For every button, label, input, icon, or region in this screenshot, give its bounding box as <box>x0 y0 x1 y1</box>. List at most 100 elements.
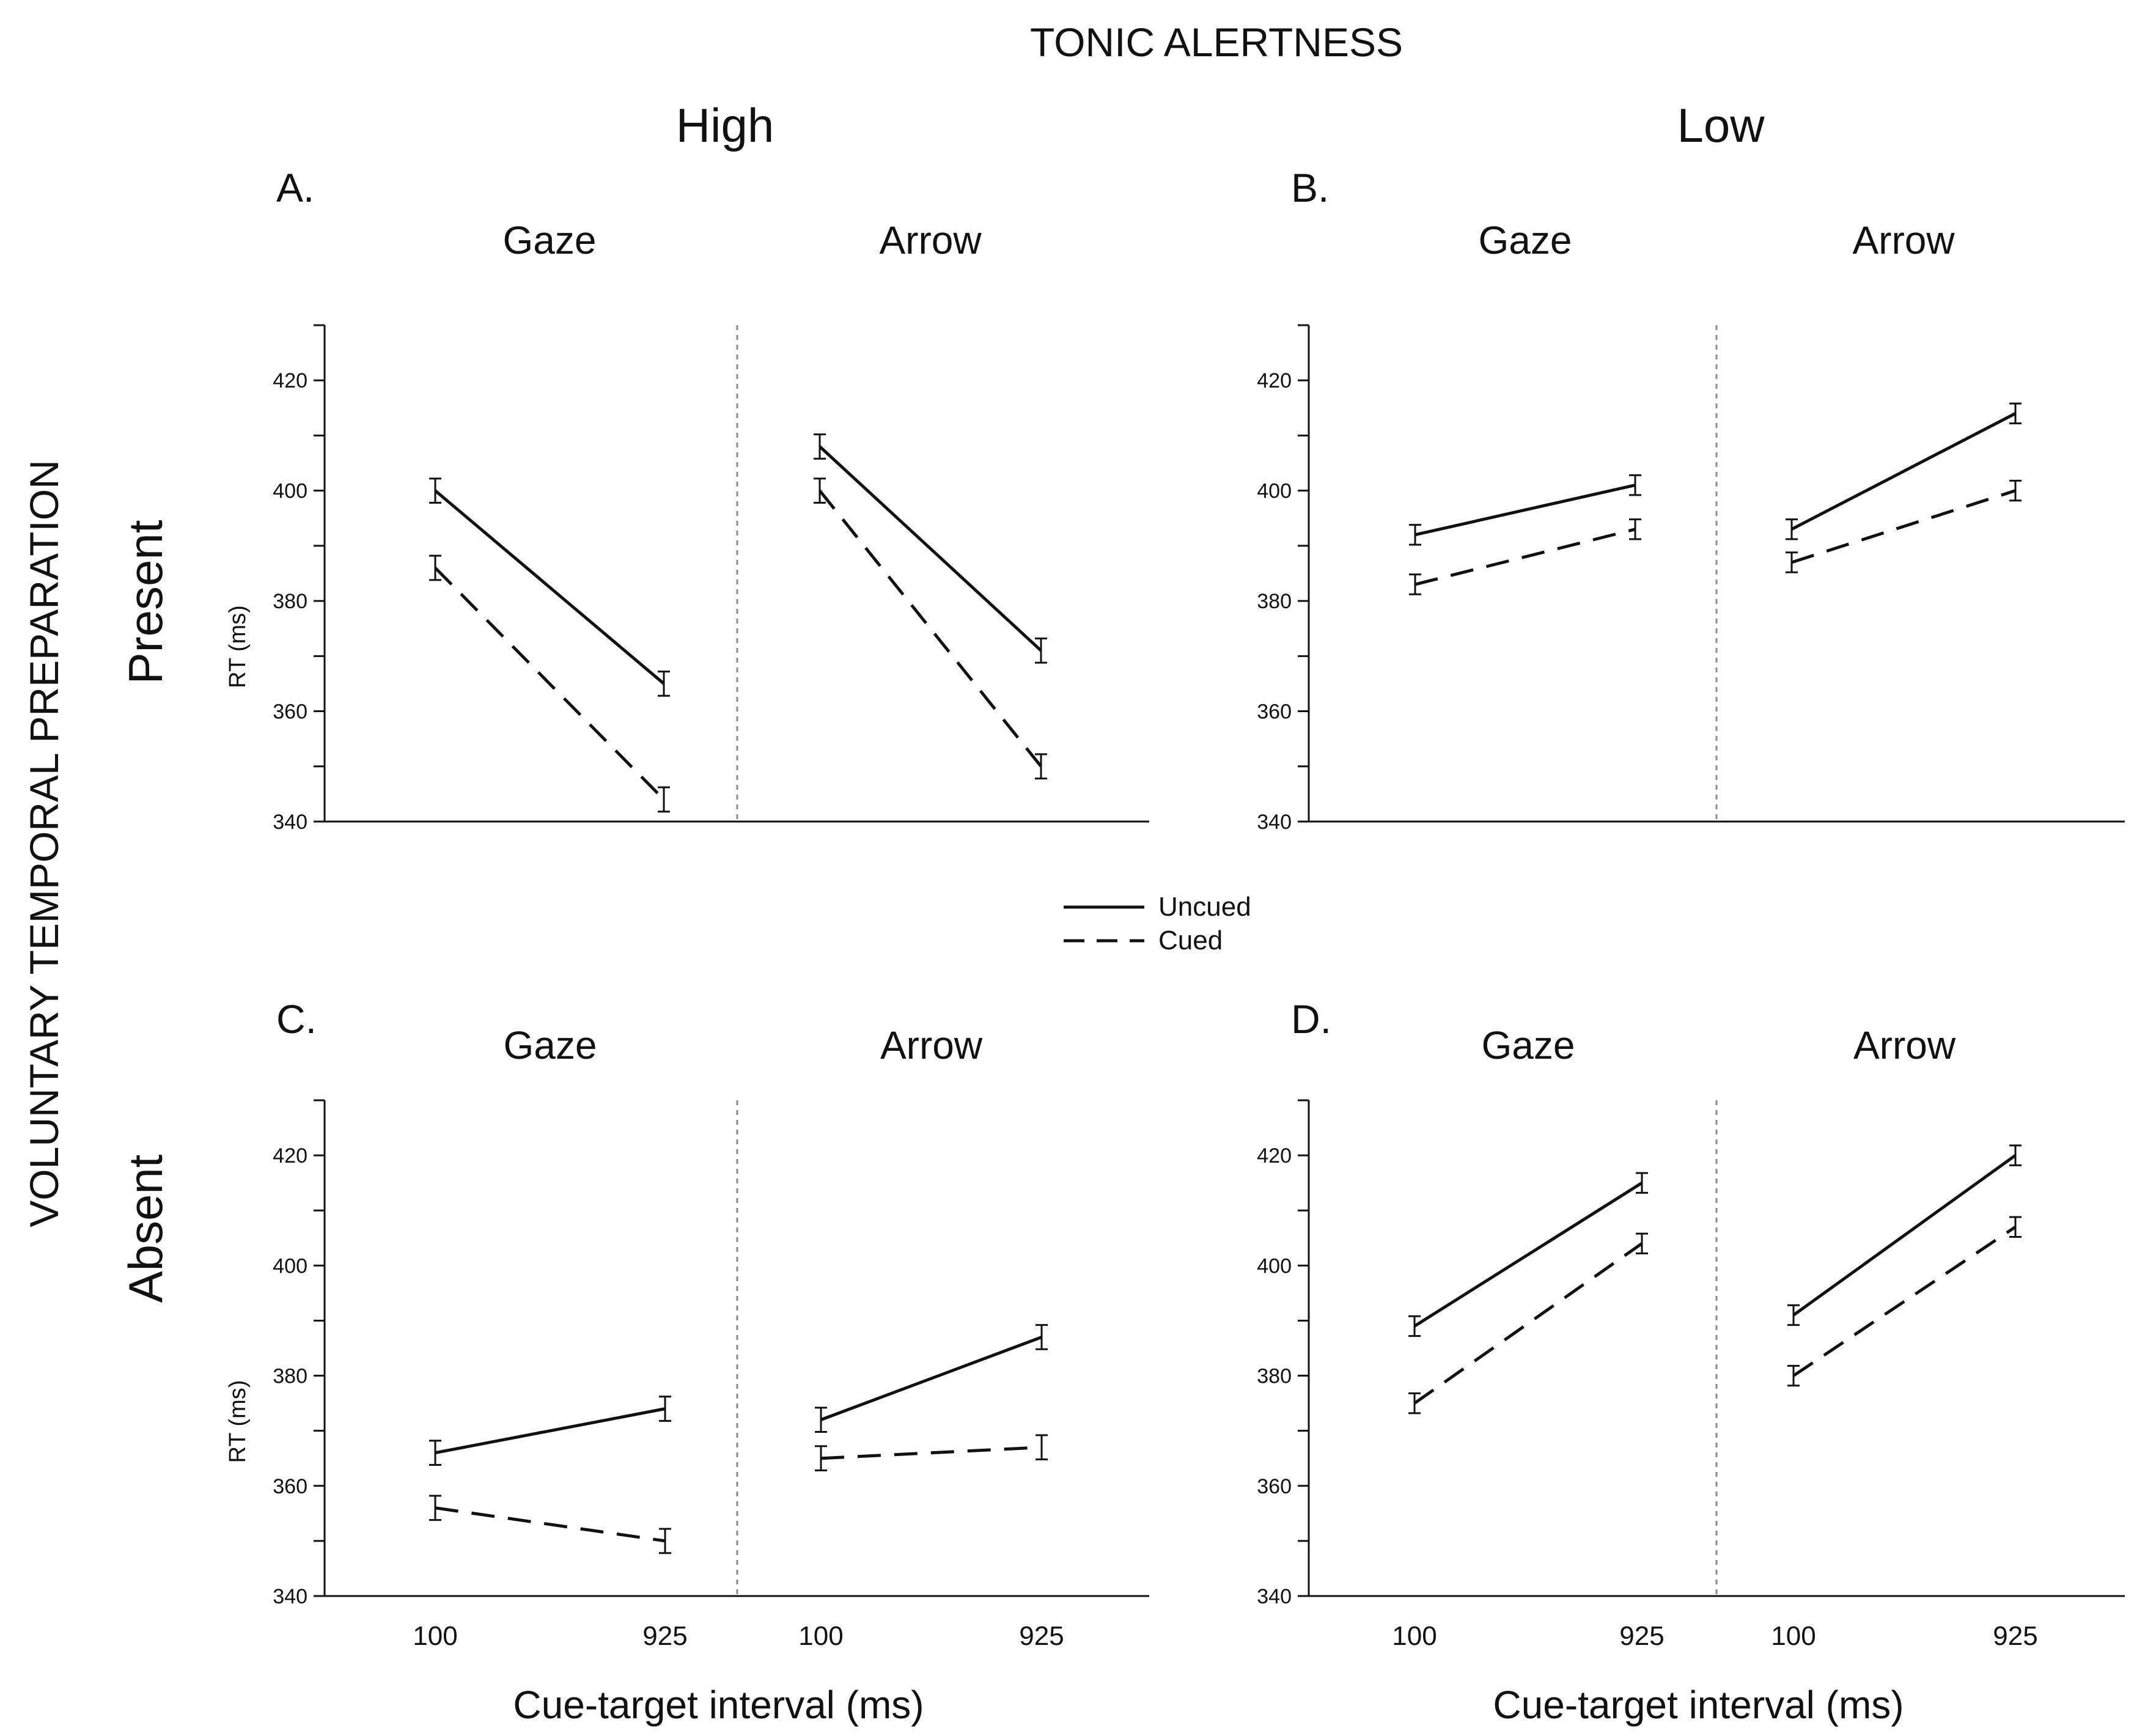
legend-label-uncued: Uncued <box>1158 892 1251 922</box>
y-tick-label: 380 <box>1257 590 1292 613</box>
data-point-uncued <box>1036 1324 1048 1350</box>
panel-label: B. <box>1291 165 1329 210</box>
series-line-cued <box>435 1506 666 1543</box>
data-point-uncued <box>429 477 441 504</box>
subplot-gaze: Gaze <box>429 218 670 813</box>
subplot-title: Gaze <box>503 218 597 262</box>
data-point-cued <box>1409 573 1421 595</box>
legend: Uncued Cued <box>1064 892 1251 955</box>
x-tick-label: 925 <box>1619 1621 1664 1651</box>
y-tick-label: 360 <box>273 701 307 724</box>
subplot-title: Gaze <box>1479 218 1572 262</box>
panel-d: D. 340 360 380 400 420 Cue-target interval (ms… <box>1257 996 2125 1727</box>
y-tick-label: 420 <box>1257 1144 1292 1168</box>
data-point-cued <box>1636 1232 1648 1255</box>
subplot-gaze: Gaze 100 925 <box>413 1023 687 1651</box>
subplot-title: Gaze <box>1482 1023 1575 1067</box>
y-tick-label: 380 <box>1257 1365 1292 1388</box>
panel-c: C. 340 360 380 400 420 RT (ms) Cue-target inter… <box>225 996 1149 1727</box>
data-point-cued <box>1629 518 1641 540</box>
series-line-cued <box>819 490 1042 768</box>
x-tick-label: 100 <box>1771 1621 1816 1651</box>
data-point-cued <box>1787 1364 1800 1387</box>
data-point-uncued <box>1636 1172 1648 1194</box>
series-line-uncued <box>435 1407 666 1455</box>
subplot-arrow: Arrow 100 925 <box>798 1023 1064 1651</box>
subplot-arrow: Arrow <box>814 218 1047 780</box>
series-line-cued <box>1415 528 1636 586</box>
panel-label: D. <box>1291 996 1331 1042</box>
row-axis-title: VOLUNTARY TEMPORAL PREPARATION <box>21 460 67 1227</box>
panel-b: B. 340 360 380 400 420 Gaze Arrow <box>1257 165 2125 834</box>
data-point-cued <box>814 477 826 504</box>
y-tick-label: 340 <box>273 811 307 834</box>
subplot-title: Arrow <box>880 1023 983 1067</box>
subplot-gaze: Gaze <box>1409 218 1641 595</box>
data-point-uncued <box>2009 402 2022 425</box>
row-header-present: Present <box>119 520 172 684</box>
data-point-uncued <box>1409 524 1421 546</box>
y-tick-label: 360 <box>1257 1475 1292 1498</box>
y-tick-label: 340 <box>273 1585 307 1608</box>
data-point-uncued <box>429 1440 441 1466</box>
data-point-cued <box>815 1445 827 1472</box>
data-point-uncued <box>1786 518 1798 540</box>
series-line-cued <box>820 1446 1042 1460</box>
series-line-cued <box>1413 1242 1643 1405</box>
data-point-uncued <box>659 1396 671 1422</box>
x-tick-label: 925 <box>642 1621 687 1651</box>
y-tick-label: 380 <box>273 1365 307 1388</box>
column-header-high: High <box>676 98 774 152</box>
data-point-cued <box>429 554 441 581</box>
y-tick-label: 400 <box>273 1254 307 1278</box>
data-point-cued <box>2009 1216 2022 1238</box>
data-point-cued <box>1035 753 1047 780</box>
subplot-gaze: Gaze 100 925 <box>1392 1023 1664 1651</box>
x-tick-label: 925 <box>1019 1621 1064 1651</box>
series-line-uncued <box>819 445 1042 652</box>
subplot-arrow: Arrow 100 925 <box>1771 1023 2037 1651</box>
series-line-cued <box>434 567 665 801</box>
data-point-cued <box>658 786 670 813</box>
y-tick-label: 400 <box>1257 1254 1292 1278</box>
subplot-title: Arrow <box>1853 1023 1956 1067</box>
series-line-uncued <box>434 489 665 685</box>
y-tick-label: 380 <box>273 590 307 613</box>
y-tick-label: 420 <box>273 369 307 392</box>
series-line-uncued <box>1790 412 2017 531</box>
y-tick-label: 420 <box>1257 369 1292 392</box>
series-line-uncued <box>1792 1154 2017 1317</box>
data-point-uncued <box>658 671 670 697</box>
series-line-uncued <box>1415 484 1636 537</box>
figure-title: TONIC ALERTNESS <box>1030 20 1403 65</box>
data-point-cued <box>1786 551 1798 573</box>
data-point-uncued <box>2009 1144 2022 1166</box>
x-tick-label: 100 <box>1392 1621 1437 1651</box>
x-axis-label: Cue-target interval (ms) <box>513 1683 924 1727</box>
series-line-cued <box>1792 1226 2017 1377</box>
y-tick-label: 360 <box>1257 701 1292 724</box>
data-point-uncued <box>815 1407 827 1433</box>
y-tick-label: 340 <box>1257 811 1292 834</box>
data-point-cued <box>659 1528 671 1554</box>
column-header-low: Low <box>1677 98 1765 152</box>
data-point-uncued <box>1035 637 1047 664</box>
data-point-cued <box>2009 479 2022 502</box>
y-tick-label: 400 <box>1257 480 1292 503</box>
series-line-uncued <box>1413 1182 1643 1328</box>
data-point-cued <box>429 1495 441 1521</box>
series-line-uncued <box>820 1336 1042 1421</box>
panel-a: A. 340 360 380 400 420 RT (ms) Gaze Arrow <box>225 165 1149 834</box>
subplot-title: Arrow <box>879 218 982 262</box>
data-point-uncued <box>1787 1304 1800 1326</box>
data-point-uncued <box>814 433 826 460</box>
y-tick-label: 400 <box>273 480 307 503</box>
data-point-cued <box>1036 1434 1048 1461</box>
x-tick-label: 100 <box>798 1621 843 1651</box>
y-axis-label: RT (ms) <box>225 605 251 688</box>
y-tick-label: 340 <box>1257 1585 1292 1608</box>
data-point-uncued <box>1629 474 1641 496</box>
data-point-uncued <box>1408 1315 1421 1337</box>
x-tick-label: 925 <box>1993 1621 2037 1651</box>
